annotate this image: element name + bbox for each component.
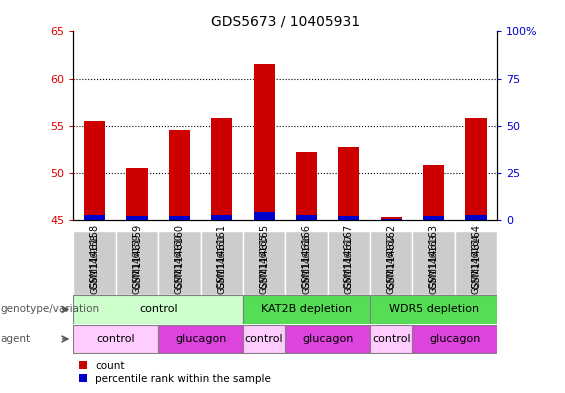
- Bar: [423, 165, 444, 220]
- Text: GSM1146162: GSM1146162: [386, 224, 396, 289]
- Text: GSM1146166: GSM1146166: [302, 224, 311, 289]
- Legend: count, percentile rank within the sample: count, percentile rank within the sample: [79, 361, 271, 384]
- FancyBboxPatch shape: [73, 325, 158, 353]
- Text: GSM1146167: GSM1146167: [344, 224, 354, 289]
- Text: GSM1146161: GSM1146161: [218, 233, 226, 294]
- Text: control: control: [139, 305, 177, 314]
- Text: GSM1146161: GSM1146161: [217, 224, 227, 289]
- Text: GSM1146159: GSM1146159: [133, 233, 141, 294]
- FancyBboxPatch shape: [328, 231, 370, 295]
- Bar: [127, 168, 147, 220]
- FancyBboxPatch shape: [116, 231, 158, 295]
- Text: GSM1146167: GSM1146167: [345, 233, 353, 294]
- Bar: [127, 216, 147, 220]
- FancyBboxPatch shape: [370, 231, 412, 295]
- Text: glucagon: glucagon: [175, 334, 226, 344]
- FancyBboxPatch shape: [412, 325, 497, 353]
- Text: KAT2B depletion: KAT2B depletion: [261, 305, 352, 314]
- Text: GSM1146158: GSM1146158: [90, 224, 99, 289]
- Bar: [466, 215, 486, 220]
- Text: control: control: [372, 334, 411, 344]
- FancyBboxPatch shape: [73, 231, 116, 295]
- FancyBboxPatch shape: [243, 325, 285, 353]
- Text: GSM1146163: GSM1146163: [429, 224, 438, 289]
- FancyBboxPatch shape: [243, 296, 370, 324]
- FancyBboxPatch shape: [370, 325, 412, 353]
- Text: GSM1146165: GSM1146165: [259, 224, 269, 289]
- Bar: [423, 216, 444, 220]
- Bar: [381, 219, 402, 220]
- FancyBboxPatch shape: [370, 296, 497, 324]
- Text: glucagon: glucagon: [429, 334, 480, 344]
- Text: GSM1146160: GSM1146160: [175, 233, 184, 294]
- Text: GSM1146166: GSM1146166: [302, 233, 311, 294]
- Bar: [254, 211, 275, 220]
- Bar: [338, 147, 359, 220]
- Text: GSM1146158: GSM1146158: [90, 233, 99, 294]
- Bar: [381, 217, 402, 220]
- FancyBboxPatch shape: [73, 296, 243, 324]
- Text: WDR5 depletion: WDR5 depletion: [389, 305, 479, 314]
- Text: GSM1146164: GSM1146164: [472, 233, 480, 294]
- Text: GSM1146164: GSM1146164: [471, 224, 481, 289]
- FancyBboxPatch shape: [412, 231, 455, 295]
- Bar: [211, 215, 232, 220]
- Text: GSM1146162: GSM1146162: [387, 233, 396, 294]
- Text: control: control: [245, 334, 284, 344]
- Bar: [338, 216, 359, 220]
- FancyBboxPatch shape: [285, 231, 328, 295]
- Bar: [169, 216, 190, 220]
- Title: GDS5673 / 10405931: GDS5673 / 10405931: [211, 15, 360, 29]
- FancyBboxPatch shape: [243, 231, 285, 295]
- Bar: [84, 215, 105, 220]
- Bar: [211, 118, 232, 220]
- FancyBboxPatch shape: [158, 231, 201, 295]
- Text: glucagon: glucagon: [302, 334, 353, 344]
- Bar: [296, 215, 317, 220]
- Bar: [296, 152, 317, 220]
- Bar: [466, 118, 486, 220]
- Text: control: control: [97, 334, 135, 344]
- FancyBboxPatch shape: [158, 325, 243, 353]
- FancyBboxPatch shape: [455, 231, 497, 295]
- Text: GSM1146160: GSM1146160: [175, 224, 184, 289]
- FancyBboxPatch shape: [201, 231, 243, 295]
- Text: agent: agent: [1, 334, 31, 344]
- Text: GSM1146159: GSM1146159: [132, 224, 142, 289]
- FancyBboxPatch shape: [285, 325, 370, 353]
- Text: GSM1146165: GSM1146165: [260, 233, 268, 294]
- Text: GSM1146163: GSM1146163: [429, 233, 438, 294]
- Text: genotype/variation: genotype/variation: [1, 305, 99, 314]
- Bar: [84, 121, 105, 220]
- Bar: [254, 64, 275, 220]
- Bar: [169, 130, 190, 220]
